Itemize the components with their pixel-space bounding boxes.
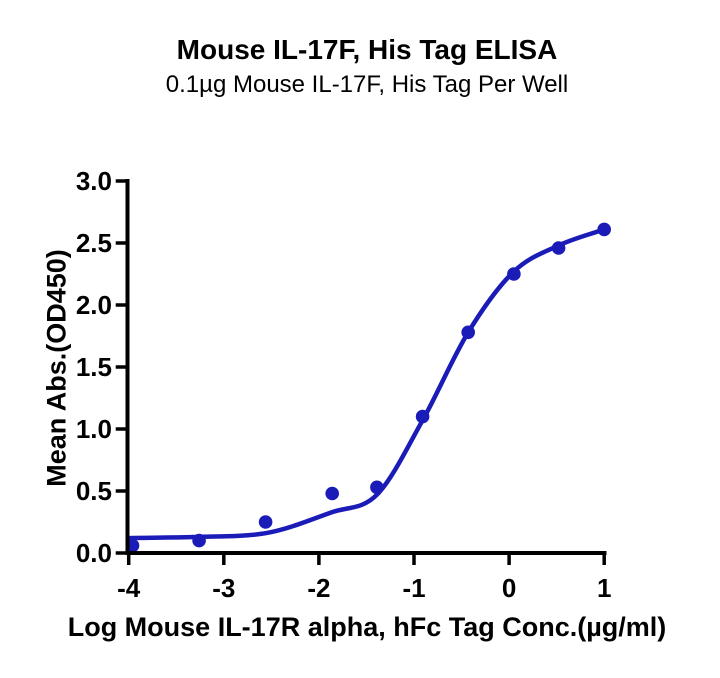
data-point <box>597 222 611 237</box>
y-tick-label: 2.5 <box>76 228 112 258</box>
chart-title: Mouse IL-17F, His Tag ELISA <box>176 34 558 65</box>
y-axis-label: Mean Abs.(OD450) <box>41 249 72 487</box>
x-tick-label: 0 <box>502 573 516 603</box>
x-tick-label: 1 <box>597 573 611 603</box>
x-tick-label: -1 <box>402 573 425 603</box>
y-tick-label: 0.0 <box>76 538 112 568</box>
data-point <box>461 325 476 340</box>
x-tick-label: -2 <box>307 573 330 603</box>
x-tick-label: -3 <box>212 573 235 603</box>
x-axis-label: Log Mouse IL-17R alpha, hFc Tag Conc.(µg… <box>67 612 667 642</box>
data-point <box>507 267 521 281</box>
chart-subtitle: 0.1µg Mouse IL-17F, His Tag Per Well <box>165 71 569 98</box>
x-tick-label: -4 <box>117 573 141 603</box>
data-point <box>370 480 384 495</box>
data-point <box>551 241 566 255</box>
y-tick-label: 3.0 <box>76 166 112 196</box>
y-tick-label: 1.0 <box>76 414 112 444</box>
y-tick-label: 1.5 <box>76 352 112 382</box>
fit-curve <box>126 227 607 541</box>
data-point <box>192 533 206 548</box>
data-point <box>415 409 430 424</box>
data-point <box>325 486 340 501</box>
data-point <box>258 515 273 529</box>
y-tick-label: 0.5 <box>76 476 112 506</box>
y-tick-label: 2.0 <box>76 290 112 320</box>
